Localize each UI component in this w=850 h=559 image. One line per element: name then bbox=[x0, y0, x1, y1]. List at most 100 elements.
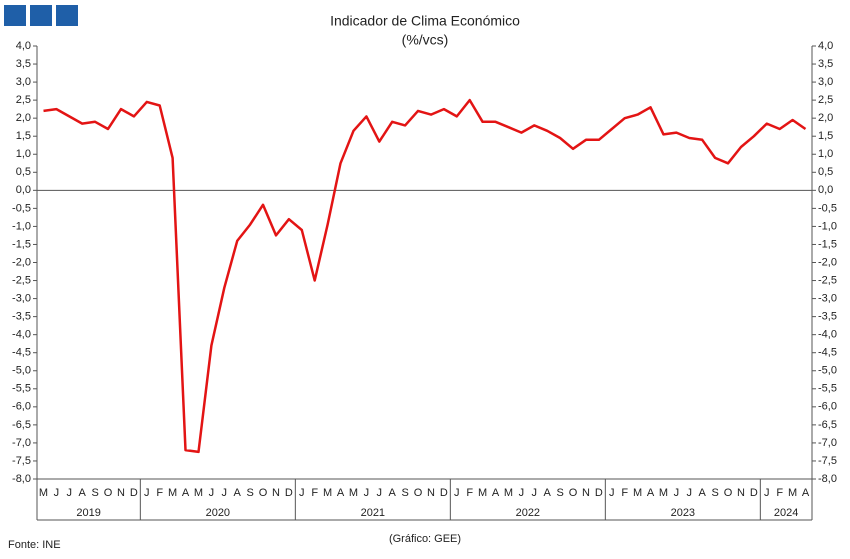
x-tick-label: J bbox=[67, 487, 73, 499]
x-tick-label: M bbox=[39, 487, 48, 499]
x-tick-label: J bbox=[532, 487, 538, 499]
x-tick-label: A bbox=[492, 487, 500, 499]
y2-tick-label: -5,5 bbox=[818, 383, 837, 395]
y-tick-label: -4,5 bbox=[12, 347, 31, 359]
x-tick-label: M bbox=[168, 487, 177, 499]
y-tick-label: 2,5 bbox=[16, 94, 31, 106]
x-tick-label: F bbox=[156, 487, 163, 499]
y2-tick-label: -5,0 bbox=[818, 365, 837, 377]
y2-tick-label: 1,5 bbox=[818, 130, 833, 142]
x-tick-label: D bbox=[130, 487, 138, 499]
x-tick-label: S bbox=[401, 487, 408, 499]
y2-tick-label: 2,0 bbox=[818, 112, 833, 124]
x-tick-label: S bbox=[91, 487, 98, 499]
year-label: 2019 bbox=[76, 507, 100, 519]
logo-block bbox=[4, 5, 26, 26]
y2-tick-label: 3,0 bbox=[818, 76, 833, 88]
y-tick-label: 1,5 bbox=[16, 130, 31, 142]
x-tick-label: F bbox=[311, 487, 318, 499]
x-tick-label: A bbox=[389, 487, 397, 499]
y2-tick-label: -6,5 bbox=[818, 419, 837, 431]
y2-tick-label: -1,0 bbox=[818, 220, 837, 232]
x-tick-label: N bbox=[737, 487, 745, 499]
x-tick-label: A bbox=[337, 487, 345, 499]
y-tick-label: 3,5 bbox=[16, 58, 31, 70]
y-tick-label: -4,0 bbox=[12, 329, 31, 341]
year-label: 2024 bbox=[774, 507, 798, 519]
x-tick-label: J bbox=[674, 487, 680, 499]
x-tick-label: M bbox=[323, 487, 332, 499]
x-tick-label: D bbox=[440, 487, 448, 499]
y-tick-label: 0,0 bbox=[16, 184, 31, 196]
credit: (Gráfico: GEE) bbox=[389, 533, 461, 545]
y2-tick-label: -3,5 bbox=[818, 311, 837, 323]
y2-tick-label: -4,0 bbox=[818, 329, 837, 341]
y2-tick-label: -8,0 bbox=[818, 473, 837, 485]
x-tick-label: J bbox=[764, 487, 770, 499]
x-tick-label: J bbox=[222, 487, 228, 499]
y2-tick-label: -2,5 bbox=[818, 274, 837, 286]
logo-block bbox=[30, 5, 52, 26]
x-tick-label: J bbox=[377, 487, 383, 499]
x-tick-label: F bbox=[621, 487, 628, 499]
x-tick-label: J bbox=[454, 487, 460, 499]
x-tick-label: A bbox=[647, 487, 655, 499]
y-tick-label: -6,5 bbox=[12, 419, 31, 431]
x-tick-label: A bbox=[182, 487, 190, 499]
x-tick-label: M bbox=[478, 487, 487, 499]
x-tick-label: N bbox=[582, 487, 590, 499]
x-tick-label: M bbox=[788, 487, 797, 499]
x-tick-label: O bbox=[569, 487, 578, 499]
y2-tick-label: -2,0 bbox=[818, 256, 837, 268]
year-label: 2021 bbox=[361, 507, 385, 519]
x-tick-label: D bbox=[285, 487, 293, 499]
x-tick-label: J bbox=[54, 487, 60, 499]
y-tick-label: -1,0 bbox=[12, 220, 31, 232]
x-tick-label: D bbox=[595, 487, 603, 499]
year-label: 2023 bbox=[671, 507, 695, 519]
x-tick-label: J bbox=[299, 487, 305, 499]
x-tick-label: D bbox=[750, 487, 758, 499]
y-tick-label: 1,0 bbox=[16, 148, 31, 160]
chart-subtitle: (%/vcs) bbox=[402, 32, 449, 48]
y2-tick-label: -4,5 bbox=[818, 347, 837, 359]
y-tick-label: 0,5 bbox=[16, 166, 31, 178]
x-tick-label: M bbox=[349, 487, 358, 499]
x-tick-label: S bbox=[556, 487, 563, 499]
chart-title: Indicador de Clima Económico bbox=[330, 13, 520, 29]
x-tick-label: J bbox=[519, 487, 525, 499]
y-tick-label: -3,5 bbox=[12, 311, 31, 323]
x-tick-label: M bbox=[504, 487, 513, 499]
y2-tick-label: 0,0 bbox=[818, 184, 833, 196]
y2-tick-label: -1,5 bbox=[818, 238, 837, 250]
y2-tick-label: -7,0 bbox=[818, 437, 837, 449]
x-tick-label: A bbox=[79, 487, 87, 499]
y-tick-label: -5,5 bbox=[12, 383, 31, 395]
year-label: 2020 bbox=[206, 507, 230, 519]
x-tick-label: A bbox=[234, 487, 242, 499]
source: Fonte: INE bbox=[8, 539, 61, 551]
y2-tick-label: 4,0 bbox=[818, 40, 833, 52]
x-tick-label: O bbox=[414, 487, 423, 499]
x-tick-label: O bbox=[724, 487, 733, 499]
y2-tick-label: -0,5 bbox=[818, 202, 837, 214]
x-tick-label: M bbox=[633, 487, 642, 499]
x-tick-label: M bbox=[659, 487, 668, 499]
x-tick-label: F bbox=[776, 487, 783, 499]
y-tick-label: -8,0 bbox=[12, 473, 31, 485]
y2-tick-label: 2,5 bbox=[818, 94, 833, 106]
y-tick-label: -0,5 bbox=[12, 202, 31, 214]
x-tick-label: J bbox=[364, 487, 370, 499]
y2-tick-label: -7,5 bbox=[818, 455, 837, 467]
x-tick-label: A bbox=[699, 487, 707, 499]
x-tick-label: J bbox=[609, 487, 615, 499]
y-tick-label: -5,0 bbox=[12, 365, 31, 377]
y2-tick-label: 3,5 bbox=[818, 58, 833, 70]
x-tick-label: A bbox=[544, 487, 552, 499]
x-tick-label: M bbox=[194, 487, 203, 499]
y-tick-label: -1,5 bbox=[12, 238, 31, 250]
logo-block bbox=[56, 5, 78, 26]
y2-tick-label: -6,0 bbox=[818, 401, 837, 413]
x-tick-label: N bbox=[427, 487, 435, 499]
